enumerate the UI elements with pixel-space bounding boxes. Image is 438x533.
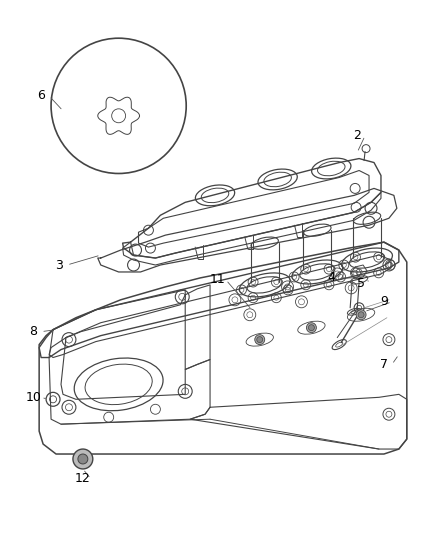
Circle shape	[356, 310, 366, 320]
Circle shape	[308, 325, 314, 330]
Text: 2: 2	[353, 129, 361, 142]
Text: 5: 5	[357, 277, 365, 290]
Circle shape	[255, 335, 265, 345]
Circle shape	[257, 337, 263, 343]
Text: 8: 8	[29, 325, 37, 338]
Circle shape	[358, 312, 364, 318]
Circle shape	[78, 454, 88, 464]
Text: 3: 3	[55, 259, 63, 271]
Text: 9: 9	[380, 295, 388, 308]
Text: 10: 10	[25, 391, 41, 404]
Circle shape	[307, 322, 316, 333]
Text: 4: 4	[327, 271, 335, 285]
Circle shape	[73, 449, 93, 469]
Text: 12: 12	[75, 472, 91, 486]
Text: 7: 7	[380, 358, 388, 371]
Text: 11: 11	[210, 273, 226, 286]
Text: 6: 6	[37, 90, 45, 102]
